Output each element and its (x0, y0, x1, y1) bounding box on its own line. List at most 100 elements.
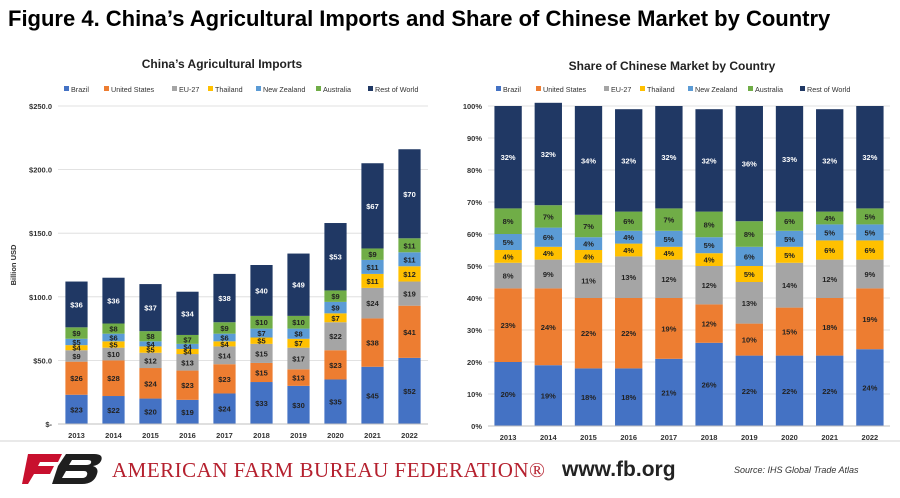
data-label-brazil-2015: $20 (144, 407, 157, 416)
bar-rest-of-world-2017 (213, 273, 236, 323)
x-tick-label-2021: 2021 (364, 431, 381, 440)
data-label-new-zealand-2020: 5% (784, 235, 795, 244)
bar-united-states-2018 (250, 362, 273, 383)
bar-brazil-2013 (494, 362, 522, 426)
data-label-australia-2018: $10 (255, 318, 268, 327)
bar-new-zealand-2013 (494, 234, 522, 250)
legend-entry-eu-27: EU-27 (611, 85, 631, 94)
data-label-rest-of-world-2020: $53 (329, 253, 342, 262)
x-tick-label-2016: 2016 (179, 431, 196, 440)
fb-logo-icon[interactable] (22, 450, 104, 486)
bar-new-zealand-2020 (324, 301, 347, 314)
bar-thailand-2022 (856, 240, 884, 260)
x-tick-label-2022: 2022 (401, 431, 418, 440)
bar-australia-2017 (655, 208, 683, 231)
data-label-rest-of-world-2020: 33% (782, 155, 797, 164)
data-label-united-states-2016: 22% (621, 329, 636, 338)
bar-united-states-2016 (615, 298, 643, 369)
bar-thailand-2019 (735, 266, 763, 282)
bar-rest-of-world-2019 (735, 106, 763, 222)
data-label-new-zealand-2013: $5 (72, 338, 80, 347)
data-label-thailand-2013: $4 (72, 344, 81, 353)
bar-australia-2020 (775, 211, 804, 231)
data-label-eu-27-2017: $14 (218, 351, 231, 360)
bar-new-zealand-2014 (534, 227, 562, 247)
data-label-new-zealand-2017: 5% (663, 235, 674, 244)
data-label-australia-2015: $8 (146, 332, 154, 341)
x-tick-label-2018: 2018 (253, 431, 270, 440)
x-tick-label-2016: 2016 (620, 433, 637, 440)
data-label-thailand-2013: 4% (503, 252, 514, 261)
bar-united-states-2022 (398, 305, 421, 358)
data-label-rest-of-world-2019: $49 (292, 281, 305, 290)
data-label-brazil-2017: $24 (218, 405, 231, 414)
data-label-thailand-2015: $5 (146, 346, 154, 355)
bar-australia-2019 (735, 221, 763, 247)
data-label-united-states-2015: $24 (144, 379, 157, 388)
legend-entry-australia: Australia (323, 85, 351, 94)
bar-new-zealand-2013 (65, 338, 88, 346)
bar-united-states-2020 (324, 350, 347, 380)
data-label-brazil-2013: $23 (70, 405, 83, 414)
data-label-eu-27-2014: 9% (543, 270, 554, 279)
legend-entry-united-states: United States (111, 85, 155, 94)
bar-australia-2021 (361, 248, 384, 260)
data-label-new-zealand-2014: 6% (543, 233, 554, 242)
x-tick-label-2022: 2022 (862, 433, 879, 440)
legend-entry-new-zealand: New Zealand (263, 85, 305, 94)
bar-rest-of-world-2013 (65, 281, 88, 328)
website-link[interactable]: www.fb.org (562, 458, 676, 481)
bar-australia-2021 (816, 211, 844, 225)
data-label-thailand-2017: 4% (663, 249, 674, 258)
data-label-australia-2014: 7% (543, 212, 554, 221)
y-tick-label: 60% (467, 230, 482, 239)
data-label-australia-2018: 8% (704, 220, 715, 229)
bar-brazil-2016 (615, 368, 643, 426)
legend-entry-eu-27: EU-27 (179, 85, 199, 94)
x-tick-label-2015: 2015 (580, 433, 597, 440)
bar-new-zealand-2018 (695, 237, 723, 254)
bar-united-states-2015 (574, 298, 603, 369)
data-label-new-zealand-2022: 5% (864, 228, 875, 237)
data-label-brazil-2022: $52 (403, 387, 416, 396)
bar-brazil-2018 (250, 382, 273, 424)
data-label-thailand-2022: 6% (864, 246, 875, 255)
data-label-brazil-2014: $22 (107, 406, 120, 415)
bar-thailand-2015 (574, 250, 603, 263)
imports-chart: China’s Agricultural Imports Brazil United… (9, 57, 428, 440)
bar-brazil-2017 (655, 358, 683, 426)
y-tick-label: 70% (467, 198, 482, 207)
legend-swatch-united-states (536, 86, 541, 91)
data-label-thailand-2021: 6% (824, 246, 835, 255)
data-label-australia-2019: 8% (744, 230, 755, 239)
data-label-thailand-2018: $5 (257, 337, 265, 346)
bar-brazil-2022 (856, 349, 884, 426)
data-label-united-states-2019: $13 (292, 374, 305, 383)
data-label-united-states-2021: 18% (822, 323, 837, 332)
data-label-united-states-2016: $23 (181, 381, 194, 390)
data-label-brazil-2020: 22% (782, 387, 797, 396)
legend-swatch-australia (316, 86, 321, 91)
data-label-new-zealand-2018: $7 (257, 329, 265, 338)
bar-australia-2014 (534, 205, 562, 228)
data-label-thailand-2015: 4% (583, 252, 594, 261)
legend-swatch-new-zealand (256, 86, 261, 91)
bar-brazil-2015 (574, 368, 603, 426)
bar-australia-2016 (176, 334, 199, 344)
bar-thailand-2019 (287, 338, 310, 348)
bar-eu-27-2022 (856, 259, 884, 289)
data-label-australia-2021: 4% (824, 214, 835, 223)
bar-brazil-2021 (361, 366, 384, 424)
bar-eu-27-2017 (655, 259, 683, 298)
bar-brazil-2019 (287, 385, 310, 424)
data-label-thailand-2019: 5% (744, 270, 755, 279)
bar-thailand-2017 (213, 341, 236, 347)
y-tick-label: 90% (467, 134, 482, 143)
bar-new-zealand-2017 (655, 230, 683, 247)
data-label-thailand-2020: 5% (784, 251, 795, 260)
source-note: Source: IHS Global Trade Atlas (734, 465, 859, 475)
bar-thailand-2015 (139, 346, 162, 353)
bar-eu-27-2020 (775, 262, 804, 308)
y-tick-label: $250.0 (29, 102, 52, 111)
bar-rest-of-world-2022 (856, 106, 884, 209)
